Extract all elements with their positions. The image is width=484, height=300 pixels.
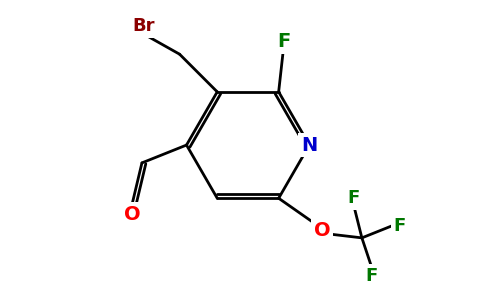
Text: O: O [124, 205, 140, 224]
Text: N: N [301, 136, 318, 154]
Text: F: F [277, 32, 290, 51]
Text: F: F [393, 217, 406, 235]
Text: O: O [314, 221, 331, 240]
Text: F: F [366, 266, 378, 284]
Text: F: F [348, 189, 360, 207]
Text: Br: Br [133, 17, 155, 35]
